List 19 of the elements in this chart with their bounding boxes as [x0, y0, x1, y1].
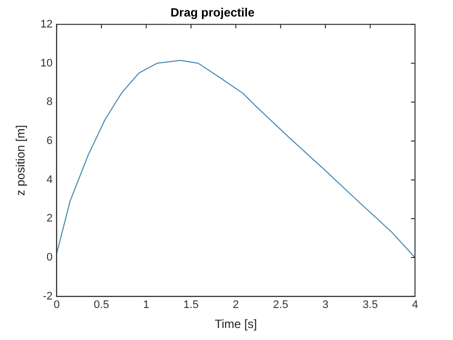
y-tick-label: 2 [46, 212, 53, 225]
x-tick-label: 4 [412, 299, 418, 312]
x-tick-label: 1 [143, 299, 150, 312]
x-tick-label: 1.5 [183, 299, 199, 312]
y-tick-label: 10 [40, 57, 53, 70]
x-tick-label: 0.5 [94, 299, 110, 312]
y-tick-label: 4 [46, 174, 53, 186]
y-tick-label: -2 [42, 290, 53, 302]
chart-title: Drag projectile [170, 6, 255, 20]
x-axis-title: Time [s] [214, 317, 257, 332]
x-tick-label: 3 [322, 299, 328, 312]
x-tick-label: 2.5 [272, 299, 288, 312]
y-tick-label: 0 [46, 252, 53, 264]
y-axis-title: z position [m] [14, 125, 28, 196]
y-tick-label: 12 [40, 18, 53, 30]
x-tick-label: 3.5 [362, 299, 378, 312]
y-tick-label: 8 [46, 96, 53, 108]
x-tick-label: 2 [232, 299, 239, 312]
y-tick-label: 6 [46, 135, 53, 148]
